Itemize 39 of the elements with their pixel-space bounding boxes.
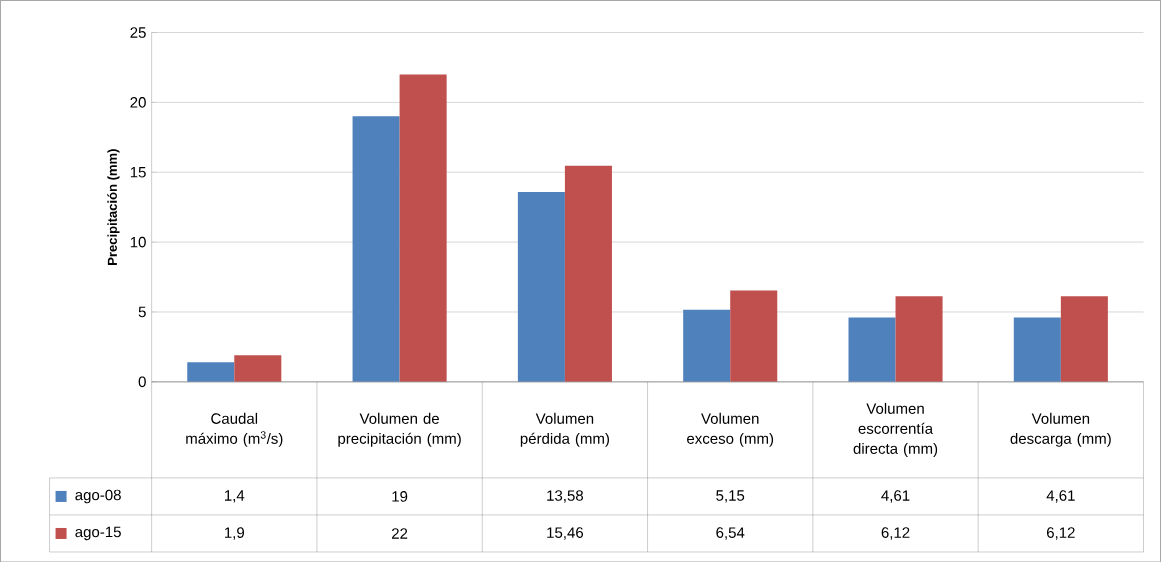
bar <box>730 290 778 382</box>
y-tick-label: 5 <box>138 306 146 317</box>
bar <box>895 296 943 382</box>
x-tick-label: Volumen exceso (mm) <box>687 412 774 447</box>
y-axis-title: Precipitación (mm) <box>107 149 120 265</box>
data-label: 15,46 <box>547 527 584 540</box>
data-label: 6,12 <box>1047 527 1075 540</box>
legend-label: ago-15 <box>75 526 121 540</box>
y-tick-label: 25 <box>130 26 146 38</box>
bar <box>683 309 731 382</box>
bar <box>187 362 235 382</box>
y-tick-label: 15 <box>130 166 146 178</box>
bar <box>352 116 400 382</box>
legend-label: ago-08 <box>75 489 121 503</box>
data-label: 6,54 <box>716 527 745 540</box>
x-tick-label: Volumen de precipitación (mm) <box>338 412 461 447</box>
bar <box>517 191 565 382</box>
bar <box>1060 296 1108 382</box>
bar <box>564 165 612 382</box>
data-label: 1,9 <box>225 527 244 540</box>
y-tick-label: 10 <box>130 236 146 248</box>
data-label: 19 <box>392 490 408 502</box>
bar <box>399 74 447 382</box>
bar <box>1013 317 1061 382</box>
y-tick-label: 20 <box>130 96 146 108</box>
data-label: 4,61 <box>1046 489 1075 503</box>
data-label: 13,58 <box>547 489 584 503</box>
x-tick-label: Volumen pérdida (mm) <box>520 412 609 447</box>
data-label: 4,61 <box>881 489 910 503</box>
x-tick-label: Caudal máximo (m$^{3}$/s) <box>186 412 283 447</box>
bar <box>234 355 282 382</box>
data-label: 22 <box>392 527 408 539</box>
data-label: 5,15 <box>716 490 745 503</box>
x-tick-label: Volumen escorrentía directa (mm) <box>853 402 938 457</box>
y-tick-label: 0 <box>138 376 146 387</box>
data-label: 1,4 <box>225 490 245 503</box>
bar <box>848 317 896 382</box>
x-tick-label: Volumen descarga (mm) <box>1010 412 1111 447</box>
data-label: 6,12 <box>881 527 910 540</box>
